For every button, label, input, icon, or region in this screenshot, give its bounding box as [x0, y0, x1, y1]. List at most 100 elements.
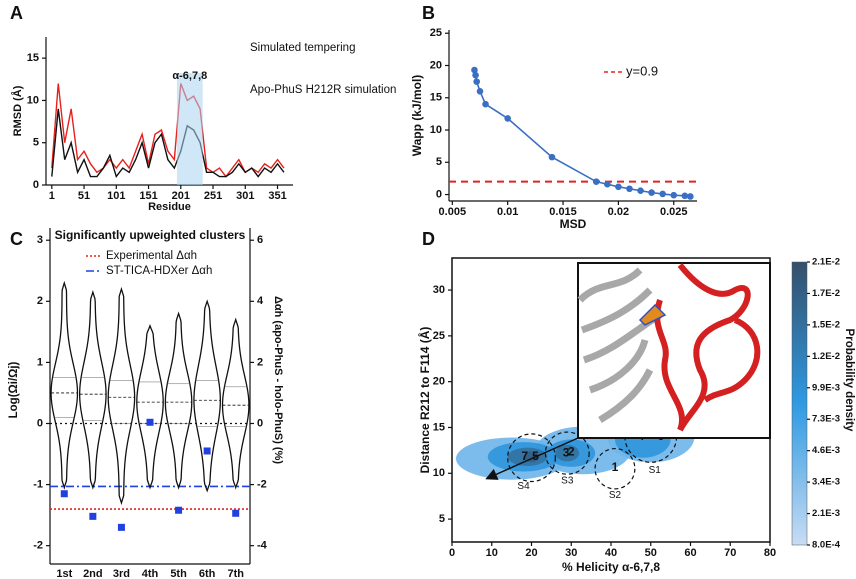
- colorbar-tick-label: 1.2E-2: [812, 351, 840, 362]
- density-contour: [555, 444, 580, 462]
- legend-label: Simulated tempering: [250, 42, 355, 54]
- inset-arrow: [485, 437, 579, 480]
- y-tick-label: 5: [33, 137, 39, 149]
- x-tick-label: 80: [764, 547, 776, 559]
- colorbar-tick-label: 7.3E-3: [812, 414, 840, 425]
- y-tick-label: 0: [33, 179, 39, 191]
- y2-axis-title: Δαh (apo-PhuS - holo-PhuS) (%): [272, 296, 284, 464]
- point: [615, 183, 622, 191]
- y-tick-label: 20: [430, 59, 442, 71]
- annotation: α-6,7,8: [172, 70, 207, 82]
- colorbar-title: Probability density: [843, 329, 855, 432]
- cluster-label: S2: [609, 490, 622, 501]
- y-tick-label: 10: [430, 124, 442, 136]
- point: [681, 192, 689, 200]
- x-tick-label: 0.02: [608, 206, 629, 218]
- cluster-member: 3: [563, 445, 570, 459]
- point: [117, 523, 125, 531]
- point: [476, 88, 484, 95]
- x-tick-label: 201: [172, 190, 190, 202]
- fit-line: [473, 69, 691, 198]
- y-tick-label: 1: [37, 356, 43, 368]
- violin-body: [193, 299, 221, 493]
- colorbar-tick-label: 3.4E-3: [812, 477, 840, 488]
- y-axis-title: Distance R212 to F114 (Å): [417, 327, 432, 474]
- colorbar-tick-label: 4.6E-3: [812, 445, 840, 456]
- series-line: [51, 83, 285, 178]
- x-tick-label: 6th: [199, 568, 216, 579]
- x-tick-label: 0.005: [439, 206, 467, 218]
- point: [232, 509, 240, 517]
- cluster-outline: [544, 431, 590, 475]
- y-tick-label: 3: [37, 234, 43, 246]
- cluster-outline: [507, 433, 556, 483]
- cluster-label: S3: [561, 475, 574, 486]
- legend-label: y=0.9: [626, 63, 658, 78]
- y-tick-label: 15: [430, 92, 442, 104]
- violin-body: [136, 323, 164, 490]
- x-tick-label: 40: [605, 547, 617, 559]
- series-line: [51, 108, 285, 179]
- x-tick-label: 51: [78, 190, 90, 202]
- x-tick-label: 60: [684, 547, 696, 559]
- y-tick-label: 10: [27, 94, 39, 106]
- x-tick-label: 251: [204, 190, 222, 202]
- cluster-outline: [594, 447, 636, 490]
- point: [471, 66, 478, 74]
- x-tick-label: 351: [268, 190, 286, 202]
- point: [203, 447, 211, 455]
- point: [670, 191, 678, 199]
- x-tick-label: 151: [139, 190, 157, 202]
- cluster-member: 1: [612, 460, 619, 474]
- panel-label: B: [422, 3, 435, 23]
- y-tick-label: 6: [257, 234, 263, 246]
- highlight-region: [176, 73, 203, 185]
- point: [482, 100, 489, 108]
- colorbar-tick-label: 2.1E-3: [812, 508, 840, 519]
- cluster-member: 5: [532, 449, 539, 463]
- violin-body: [221, 317, 250, 490]
- point: [175, 506, 183, 514]
- y-tick-label: 25: [433, 330, 445, 342]
- point: [548, 153, 556, 161]
- point: [60, 490, 68, 498]
- point: [146, 418, 154, 426]
- inset-image: [577, 262, 771, 439]
- cluster-member: 2: [568, 444, 575, 458]
- x-tick-label: 101: [107, 190, 125, 202]
- colorbar-tick-label: 1.5E-2: [812, 319, 840, 330]
- colorbar-tick-label: 8.0E-4: [812, 540, 841, 551]
- x-tick-label: 20: [525, 547, 537, 559]
- y-tick-label: 0: [257, 417, 263, 429]
- violin-body: [164, 311, 193, 490]
- point: [626, 185, 633, 193]
- point: [473, 78, 480, 85]
- x-tick-label: 4th: [142, 568, 159, 579]
- point: [637, 187, 644, 194]
- y-tick-label: 2: [37, 295, 43, 307]
- x-tick-label: 30: [565, 547, 577, 559]
- chart-title: Significantly upweighted clusters: [55, 228, 246, 242]
- panel-label: D: [422, 229, 435, 249]
- y-axis-title: RMSD (Å): [11, 85, 24, 136]
- x-tick-label: 10: [486, 547, 498, 559]
- density-contour: [523, 451, 540, 463]
- y-tick-label: -4: [257, 540, 268, 552]
- point: [504, 115, 511, 122]
- y-tick-label: 5: [436, 156, 442, 168]
- x-tick-label: 1: [49, 190, 55, 202]
- point: [89, 512, 97, 520]
- y-tick-label: 15: [433, 421, 445, 433]
- y-tick-label: -1: [33, 478, 43, 490]
- y-tick-label: 4: [257, 295, 264, 307]
- x-tick-label: 301: [236, 190, 254, 202]
- y-tick-label: -2: [257, 478, 267, 490]
- x-tick-label: 0.025: [660, 206, 688, 218]
- x-tick-label: 50: [645, 547, 657, 559]
- colorbar-tick-label: 1.7E-2: [812, 288, 840, 299]
- x-axis-title: MSD: [560, 217, 587, 231]
- cluster-label: S1: [649, 465, 662, 476]
- x-tick-label: 5th: [170, 568, 187, 579]
- cluster-member: 7: [521, 449, 528, 463]
